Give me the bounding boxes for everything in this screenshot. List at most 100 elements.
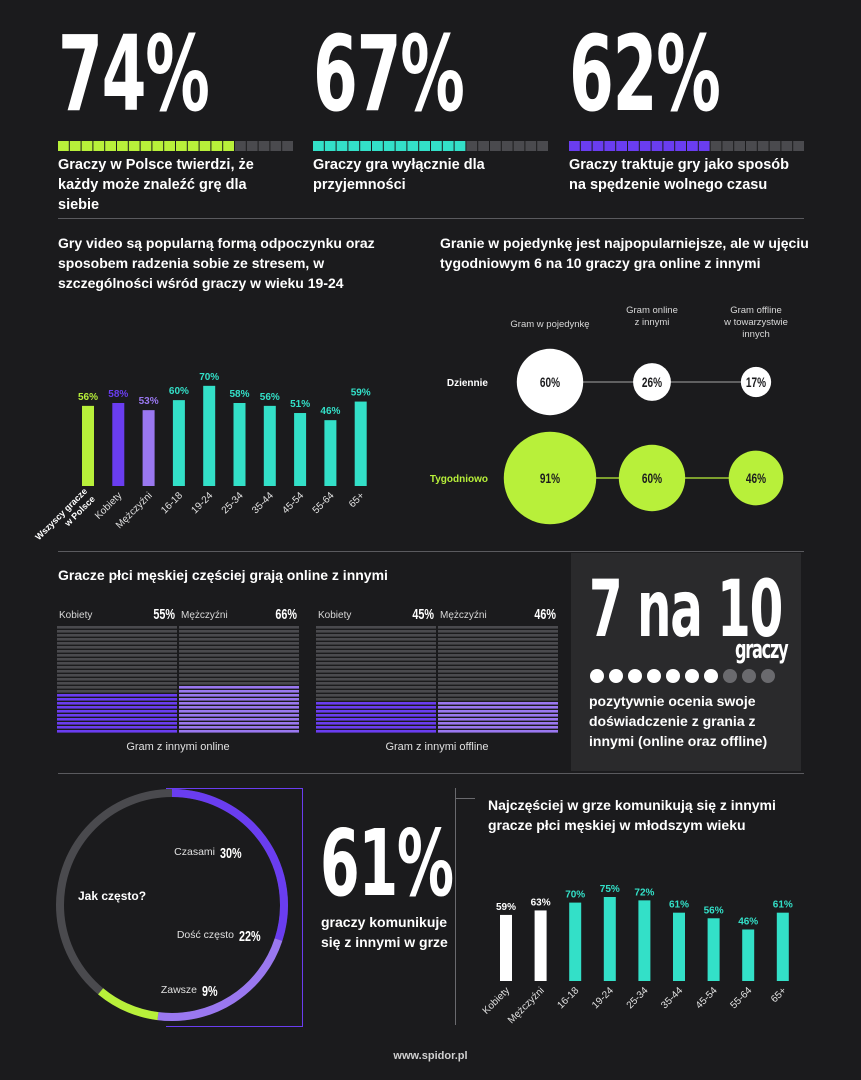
bubble-label: 26%: [642, 374, 662, 390]
stat-1: 74%: [58, 22, 301, 126]
bubble-label-group: 91%: [540, 470, 560, 486]
progress-segment: [580, 141, 592, 151]
bar-stripe: [57, 714, 177, 717]
bubble-label: 60%: [540, 374, 560, 390]
slice-value-group: 30%: [220, 844, 242, 861]
bar-stripe: [316, 694, 436, 697]
tick-label: 25-34: [220, 490, 246, 516]
progress-segment: [407, 141, 419, 151]
group-label: Gram z innymi offline: [385, 741, 488, 753]
progress-segment: [258, 141, 270, 151]
column-label: Gram w pojedynkę: [510, 319, 589, 330]
tick-label-group: 45-54: [280, 490, 306, 516]
bar: [324, 420, 337, 486]
bar-stripe: [179, 646, 299, 649]
data-label: 56%: [260, 392, 280, 403]
data-label: 59%: [496, 902, 516, 913]
tick-label-group: Kobiety: [481, 985, 512, 1016]
bar-stripe: [57, 674, 177, 677]
tick-label-group: Mężczyźni: [506, 985, 547, 1026]
bar-stripe: [179, 690, 299, 693]
series-label: Mężczyźni: [181, 610, 228, 621]
progress-segment: [537, 141, 548, 151]
bar-stripe: [179, 730, 299, 733]
solo-title: Granie w pojedynkę jest najpopularniejsz…: [440, 235, 809, 271]
bar-stripe: [438, 666, 558, 669]
bar-stripe: [179, 642, 299, 645]
bar-stripe: [179, 686, 299, 689]
bar: [142, 410, 155, 486]
bar-stripe: [57, 642, 177, 645]
seven-of-ten-unit: graczy: [735, 635, 789, 665]
progress-segment: [663, 141, 675, 151]
bar-stripe: [438, 674, 558, 677]
progress-segment: [781, 141, 793, 151]
bar-stripe: [57, 682, 177, 685]
bar-stripe: [179, 626, 299, 629]
bubble-label-group: 60%: [642, 470, 662, 486]
bar-stripe: [438, 626, 558, 629]
progress-segment: [105, 141, 116, 151]
tick-label-group: 65+: [769, 985, 789, 1005]
series-value: 55%: [153, 605, 175, 622]
data-label: 70%: [199, 372, 219, 383]
tick-label-group: 55-64: [728, 985, 754, 1011]
bar-stripe: [179, 662, 299, 665]
data-label: 61%: [669, 900, 689, 911]
tick-label-group: 19-24: [189, 490, 215, 516]
tick-label-group: 19-24: [590, 985, 616, 1011]
footer-url: www.spidor.pl: [393, 1050, 468, 1062]
stat-2-progress: [313, 141, 548, 151]
bar-stripe: [57, 718, 177, 721]
bar-stripe: [438, 722, 558, 725]
rating-dot: [647, 669, 661, 683]
data-label: 75%: [600, 884, 620, 895]
bar-stripe: [57, 654, 177, 657]
rating-dot: [723, 669, 737, 683]
bar: [263, 405, 276, 486]
progress-segment: [58, 141, 69, 151]
progress-segment: [569, 141, 580, 151]
seven-of-ten-dots: [590, 669, 775, 683]
rating-dot: [590, 669, 604, 683]
slice-name: Zawsze: [161, 984, 197, 996]
tick-label: 45-54: [280, 490, 306, 516]
bar-stripe: [438, 694, 558, 697]
rating-dot: [761, 669, 775, 683]
series-value-group: 45%: [412, 605, 434, 622]
progress-segment: [93, 141, 105, 151]
bubble-label: 17%: [746, 374, 766, 390]
row-label: Tygodniowo: [430, 474, 488, 485]
progress-segment: [69, 141, 81, 151]
progress-segment: [478, 141, 489, 151]
series-value: 66%: [275, 605, 297, 622]
progress-segment: [199, 141, 211, 151]
tick-label: 55-64: [311, 490, 337, 516]
progress-segment: [431, 141, 442, 151]
series-value-group: 46%: [534, 605, 556, 622]
bar-stripe: [316, 634, 436, 637]
progress-segment: [282, 141, 293, 151]
column-label: innych: [742, 329, 769, 340]
bar-stripe: [57, 638, 177, 641]
tick-label: Mężczyźni: [506, 985, 547, 1026]
bar-stripe: [179, 702, 299, 705]
bar-stripe: [57, 678, 177, 681]
sixty-one-value: 61%: [320, 810, 454, 917]
bar-stripe: [438, 682, 558, 685]
bar-stripe: [438, 702, 558, 705]
progress-segment: [639, 141, 651, 151]
bar-stripe: [316, 666, 436, 669]
bar-stripe: [179, 718, 299, 721]
comm-frame-tick: [455, 798, 475, 799]
bar-stripe: [179, 678, 299, 681]
bar-stripe: [316, 642, 436, 645]
bar-stripe: [316, 710, 436, 713]
bar-stripe: [316, 658, 436, 661]
donut-frame: [166, 788, 303, 1027]
bubble-label: 60%: [642, 470, 662, 486]
rating-dot: [742, 669, 756, 683]
bar-stripe: [438, 710, 558, 713]
progress-segment: [128, 141, 140, 151]
